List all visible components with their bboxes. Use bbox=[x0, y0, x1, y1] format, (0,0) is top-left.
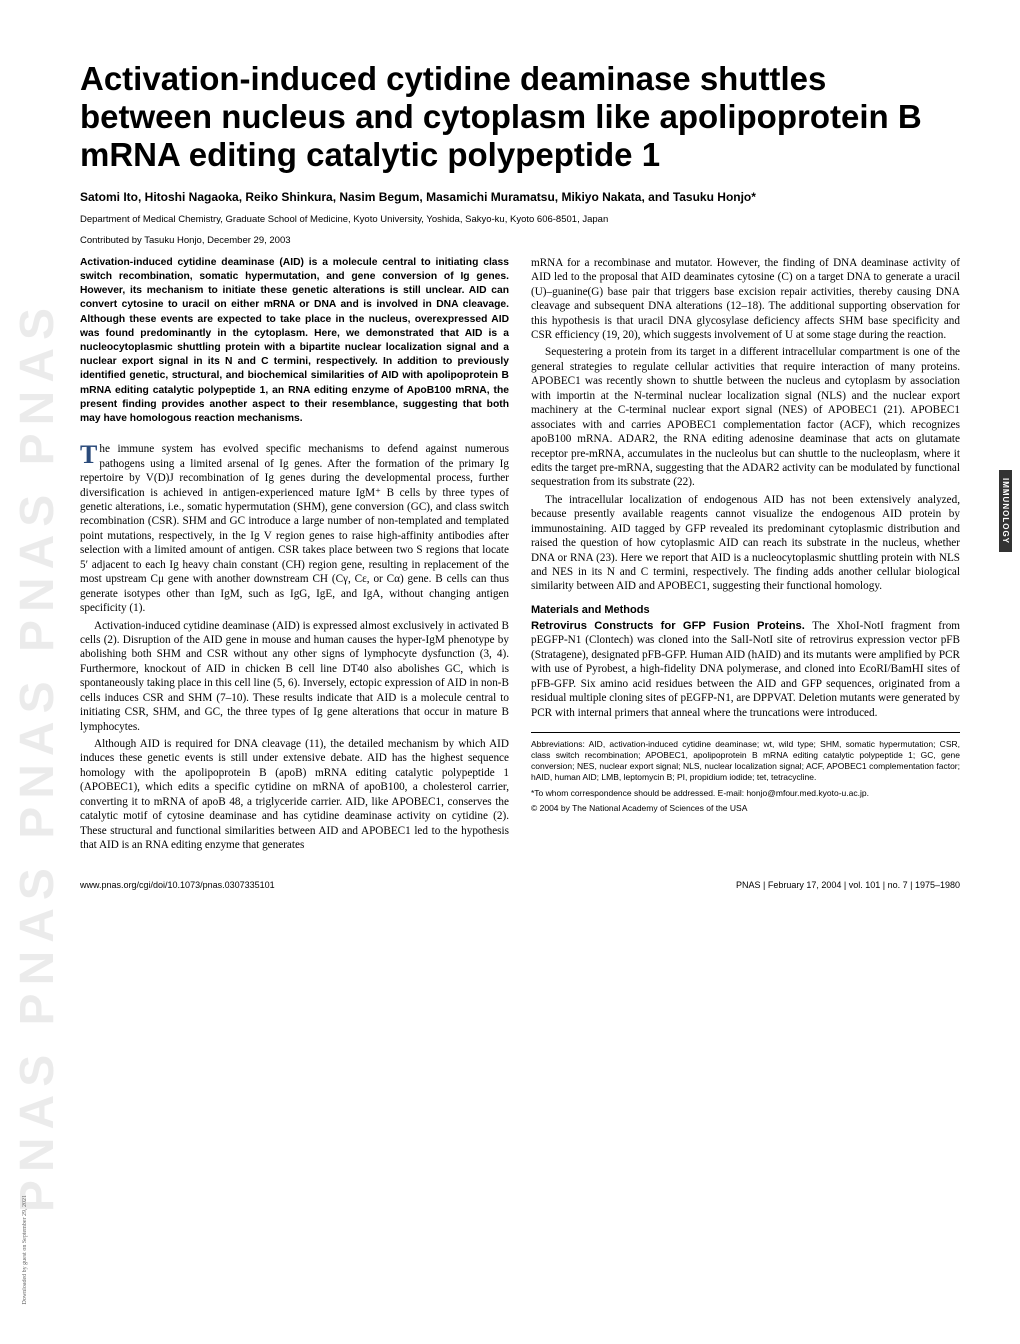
intro-paragraph-5: Sequestering a protein from its target i… bbox=[531, 345, 960, 489]
methods-retrovirus: Retrovirus Constructs for GFP Fusion Pro… bbox=[531, 619, 960, 720]
footnote-separator bbox=[531, 732, 960, 733]
doi: www.pnas.org/cgi/doi/10.1073/pnas.030733… bbox=[80, 880, 275, 890]
author-list: Satomi Ito, Hitoshi Nagaoka, Reiko Shink… bbox=[80, 190, 960, 204]
contributed-line: Contributed by Tasuku Honjo, December 29… bbox=[80, 235, 960, 246]
abbreviations: Abbreviations: AID, activation-induced c… bbox=[531, 739, 960, 783]
intro-paragraph-3: Although AID is required for DNA cleavag… bbox=[80, 737, 509, 853]
intro-paragraph-2: Activation-induced cytidine deaminase (A… bbox=[80, 619, 509, 735]
page-footer: www.pnas.org/cgi/doi/10.1073/pnas.030733… bbox=[80, 874, 960, 890]
methods-heading: Materials and Methods bbox=[531, 604, 960, 616]
right-column: mRNA for a recombinase and mutator. Howe… bbox=[531, 256, 960, 856]
dropcap: T bbox=[80, 442, 99, 466]
copyright: © 2004 by The National Academy of Scienc… bbox=[531, 803, 960, 813]
article-title: Activation-induced cytidine deaminase sh… bbox=[80, 60, 960, 174]
two-column-layout: Activation-induced cytidine deaminase (A… bbox=[80, 256, 960, 856]
intro-paragraph-1: The immune system has evolved specific m… bbox=[80, 442, 509, 615]
page-info: PNAS | February 17, 2004 | vol. 101 | no… bbox=[736, 880, 960, 890]
download-note: Downloaded by guest on September 29, 202… bbox=[22, 1195, 28, 1304]
abstract: Activation-induced cytidine deaminase (A… bbox=[80, 256, 509, 426]
retrovirus-runin: Retrovirus Constructs for GFP Fusion Pro… bbox=[531, 620, 812, 632]
correspondence: *To whom correspondence should be addres… bbox=[531, 788, 960, 798]
pnas-watermark: PNAS PNAS PNAS PNAS PNAS bbox=[10, 300, 65, 1212]
left-column: Activation-induced cytidine deaminase (A… bbox=[80, 256, 509, 856]
affiliation: Department of Medical Chemistry, Graduat… bbox=[80, 214, 960, 225]
intro-paragraph-6: The intracellular localization of endoge… bbox=[531, 493, 960, 594]
category-side-label: IMMUNOLOGY bbox=[999, 470, 1012, 552]
intro-paragraph-4: mRNA for a recombinase and mutator. Howe… bbox=[531, 256, 960, 343]
